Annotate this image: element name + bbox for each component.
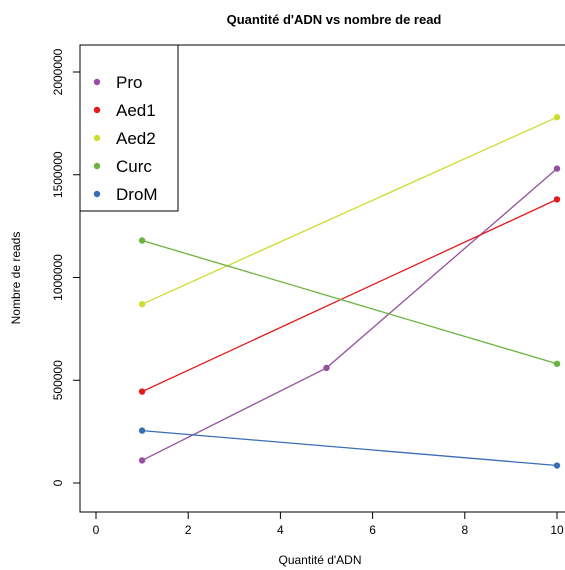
legend-marker — [93, 162, 101, 170]
legend-item: Aed1 — [93, 101, 156, 120]
y-tick-label: 2000000 — [51, 48, 65, 95]
legend-item: DroM — [93, 185, 158, 204]
x-tick-label: 4 — [277, 523, 284, 537]
x-axis: 0 2 4 6 8 10 — [93, 511, 564, 537]
series-line — [141, 168, 558, 461]
legend-box — [79, 44, 179, 212]
data-point — [553, 462, 561, 469]
series-line — [142, 429, 558, 467]
series-curc — [138, 237, 561, 368]
data-point — [553, 165, 561, 172]
x-tick-label: 0 — [93, 523, 100, 537]
y-tick-label: 0 — [51, 479, 65, 486]
series-drom — [138, 427, 561, 469]
legend-marker — [93, 78, 101, 86]
series-aed2 — [138, 114, 561, 308]
chart-title: Quantité d'ADN vs nombre de read — [227, 12, 442, 27]
data-point — [138, 388, 146, 395]
y-tick-label: 1000000 — [51, 254, 65, 301]
y-axis: 0 500000 1000000 1500000 2000000 — [51, 48, 81, 486]
legend-label: Aed2 — [116, 129, 156, 148]
legend-marker — [93, 134, 101, 142]
legend-marker — [93, 190, 101, 198]
legend-label: Curc — [116, 157, 152, 176]
y-axis-label: Nombre de reads — [9, 232, 23, 325]
data-point — [553, 360, 561, 368]
series-line — [141, 239, 558, 365]
x-tick-label: 10 — [550, 523, 564, 537]
data-point — [553, 196, 561, 203]
data-point — [138, 457, 146, 464]
data-point — [323, 364, 330, 372]
data-point — [138, 237, 146, 244]
x-axis-label: Quantité d'ADN — [279, 553, 362, 567]
legend-item: Pro — [93, 73, 142, 92]
series-line — [141, 116, 558, 305]
legend: Pro Aed1 Aed2 Curc DroM — [79, 44, 179, 212]
legend-marker — [93, 106, 101, 114]
y-tick-label: 1500000 — [51, 151, 65, 198]
y-tick-label: 500000 — [51, 360, 65, 400]
legend-item: Aed2 — [93, 129, 156, 148]
x-tick-label: 2 — [185, 523, 192, 537]
series-line — [141, 198, 558, 393]
legend-item: Curc — [93, 157, 152, 176]
data-point — [138, 427, 146, 434]
series-aed1 — [138, 196, 561, 395]
legend-label: Aed1 — [116, 101, 156, 120]
x-tick-label: 8 — [461, 523, 468, 537]
data-point — [138, 301, 146, 308]
legend-label: DroM — [116, 185, 158, 204]
legend-label: Pro — [116, 73, 142, 92]
series-layer — [138, 114, 561, 469]
data-point — [553, 114, 561, 121]
x-tick-label: 6 — [369, 523, 376, 537]
